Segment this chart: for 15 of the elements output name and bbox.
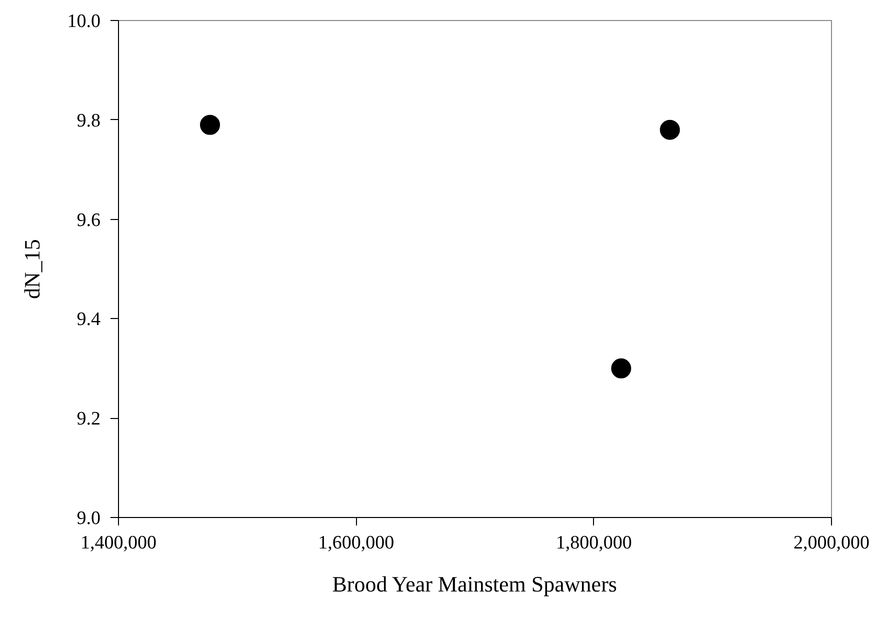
point	[660, 120, 680, 140]
y-tick-label: 9.0	[76, 508, 100, 529]
x-tick-label: 1,800,000	[556, 532, 632, 554]
y-tick-label: 9.4	[76, 309, 101, 330]
y-tick-label: 9.2	[76, 408, 100, 430]
x-tick-label: 2,000,000	[794, 532, 870, 554]
y-tick-label: 9.6	[76, 210, 100, 231]
x-axis-title: Brood Year Mainstem Spawners	[332, 572, 617, 596]
x-tick-label: 1,400,000	[80, 532, 156, 554]
y-tick-label: 9.8	[76, 110, 100, 132]
point	[611, 358, 632, 378]
x-tick-label: 1,600,000	[318, 532, 394, 554]
y-axis-title: dN_15	[19, 239, 44, 299]
y-tick-label: 10.0	[67, 11, 100, 32]
point	[200, 114, 220, 135]
